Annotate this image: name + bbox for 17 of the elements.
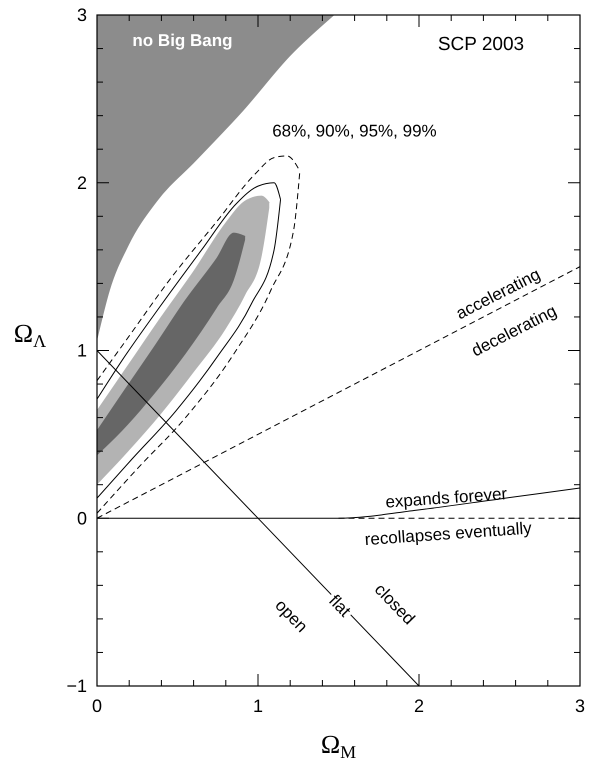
y-tick-label: 0 [76, 508, 87, 528]
y-tick-label: 2 [76, 172, 87, 193]
annotation: expands forever [384, 484, 508, 512]
annotation: flat [325, 591, 355, 621]
y-tick-label: −1 [66, 676, 87, 696]
annotation: 68%, 90%, 95%, 99% [272, 122, 437, 141]
y-tick-label: 1 [76, 340, 87, 360]
annotation: SCP 2003 [438, 34, 524, 55]
x-tick-label: 2 [414, 696, 424, 716]
y-tick-label: 3 [76, 5, 87, 25]
annotation: no Big Bang [132, 31, 233, 50]
x-axis-title: Ω$_{M}$ [320, 730, 356, 762]
x-tick-label: 3 [574, 696, 586, 716]
annotation: recollapses eventually [364, 518, 533, 550]
x-tick-label: 1 [252, 696, 264, 716]
y-axis-title: Ω$_{Λ}$ [14, 319, 46, 352]
x-tick-label: 0 [92, 696, 102, 716]
